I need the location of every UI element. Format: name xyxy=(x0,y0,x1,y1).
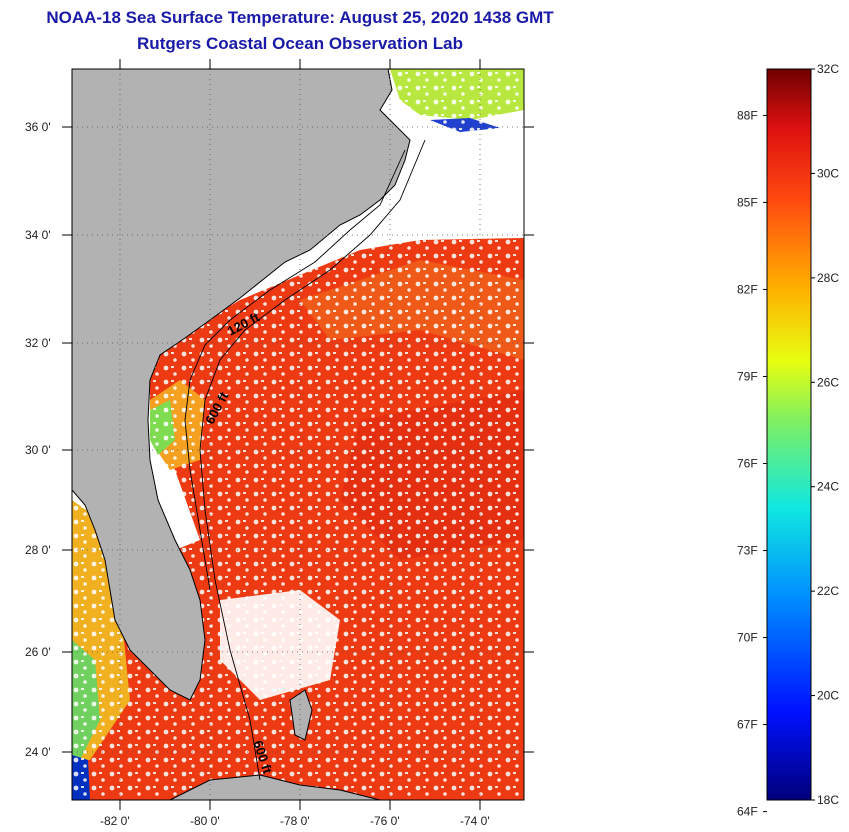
lat-label: 32 0' xyxy=(25,336,51,350)
lat-label: 26 0' xyxy=(25,645,51,659)
colorbar-fahrenheit-label: 76F xyxy=(737,457,758,471)
lat-label: 24 0' xyxy=(25,745,51,759)
land-mass xyxy=(72,69,411,701)
colorbar-fahrenheit-label: 73F xyxy=(737,544,758,558)
colorbar-celsius-label: 28C xyxy=(817,271,839,285)
lon-label: -74 0' xyxy=(460,814,490,828)
cloud-cover-north xyxy=(240,140,524,300)
colorbar-celsius-label: 30C xyxy=(817,166,839,180)
cloud-cover-bahamas xyxy=(220,590,340,700)
colorbar-celsius-label: 20C xyxy=(817,689,839,703)
lon-label: -78 0' xyxy=(280,814,310,828)
map-title: NOAA-18 Sea Surface Temperature: August … xyxy=(46,8,554,27)
colorbar: 32C 30C 28C 26C 24C 22C 20C 18C 88F 85F 82F 79F 76F… xyxy=(737,62,839,819)
colorbar-fahrenheit-label: 85F xyxy=(737,195,758,209)
lon-label: -82 0' xyxy=(100,814,130,828)
map-ticks xyxy=(62,59,534,810)
map-area xyxy=(72,69,524,800)
lat-label: 28 0' xyxy=(25,543,51,557)
contour-600ft xyxy=(199,139,426,781)
colorbar-celsius-label: 24C xyxy=(817,480,839,494)
colorbar-celsius-label: 18C xyxy=(817,793,839,807)
lat-label: 30 0' xyxy=(25,443,51,457)
lat-label: 34 0' xyxy=(25,228,51,242)
colorbar-celsius-label: 22C xyxy=(817,584,839,598)
lon-label: -80 0' xyxy=(190,814,220,828)
longitude-labels: -82 0' -80 0' -78 0' -76 0' -74 0' xyxy=(100,814,490,828)
map-subtitle: Rutgers Coastal Ocean Observation Lab xyxy=(137,34,463,53)
colorbar-fahrenheit-label: 67F xyxy=(737,718,758,732)
latitude-labels: 36 0' 34 0' 32 0' 30 0' 28 0' 26 0' 24 0… xyxy=(25,120,51,759)
contour-120ft xyxy=(184,149,406,591)
colorbar-fahrenheit-label: 79F xyxy=(737,369,758,383)
colorbar-celsius-label: 26C xyxy=(817,375,839,389)
andros-island xyxy=(289,689,313,741)
colorbar-fahrenheit-label: 64F xyxy=(737,805,758,819)
colorbar-scale xyxy=(766,68,812,801)
lon-label: -76 0' xyxy=(370,814,400,828)
colorbar-fahrenheit-label: 82F xyxy=(737,282,758,296)
colorbar-celsius-label: 32C xyxy=(817,62,839,76)
graticule xyxy=(72,69,524,800)
colorbar-fahrenheit-label: 70F xyxy=(737,631,758,645)
lat-label: 36 0' xyxy=(25,120,51,134)
colorbar-fahrenheit-label: 88F xyxy=(737,108,758,122)
map-frame xyxy=(71,68,525,801)
